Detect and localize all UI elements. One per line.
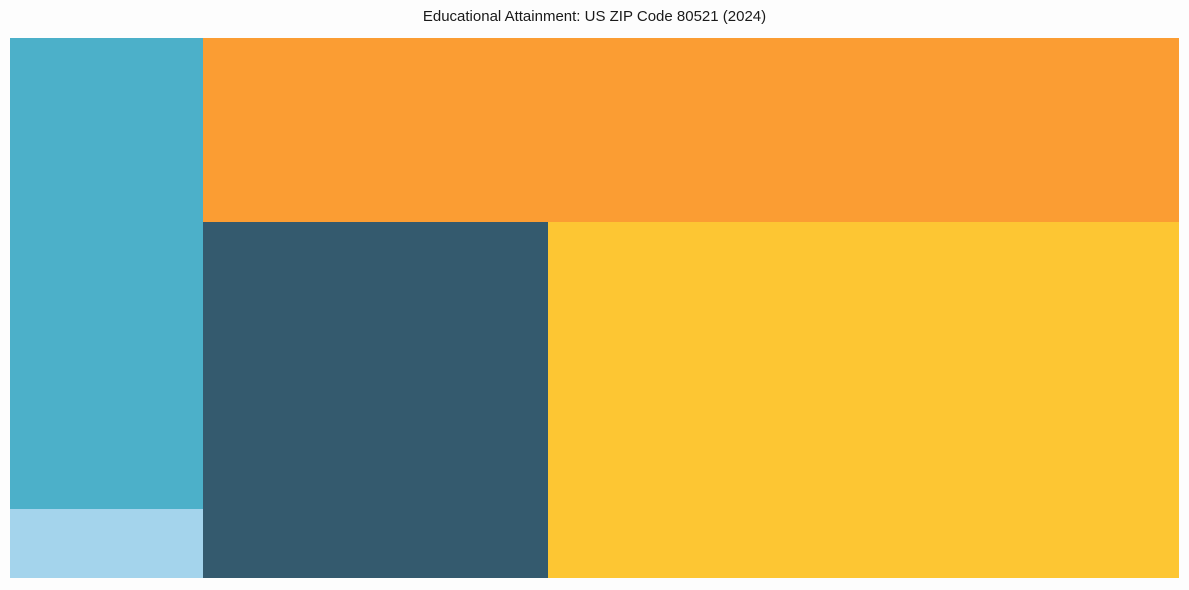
treemap-tile-less-than-high-school[interactable]: Less than High School [10,508,203,578]
chart-title: Educational Attainment: US ZIP Code 8052… [422,8,767,25]
treemap-tile-high-school-graduate[interactable]: High School Graduate [10,38,203,509]
treemap-tile-graduate-or-professional-degree[interactable]: Graduate or Professional Degree [203,38,1179,222]
treemap-tile-some-college-or-associate-degree[interactable]: Some College or Associate Degree [203,221,548,578]
treemap-plot-area: Bachelor's DegreeGraduate or Professiona… [10,38,1179,578]
treemap-tile-bachelors-degree[interactable]: Bachelor's Degree [547,221,1179,578]
